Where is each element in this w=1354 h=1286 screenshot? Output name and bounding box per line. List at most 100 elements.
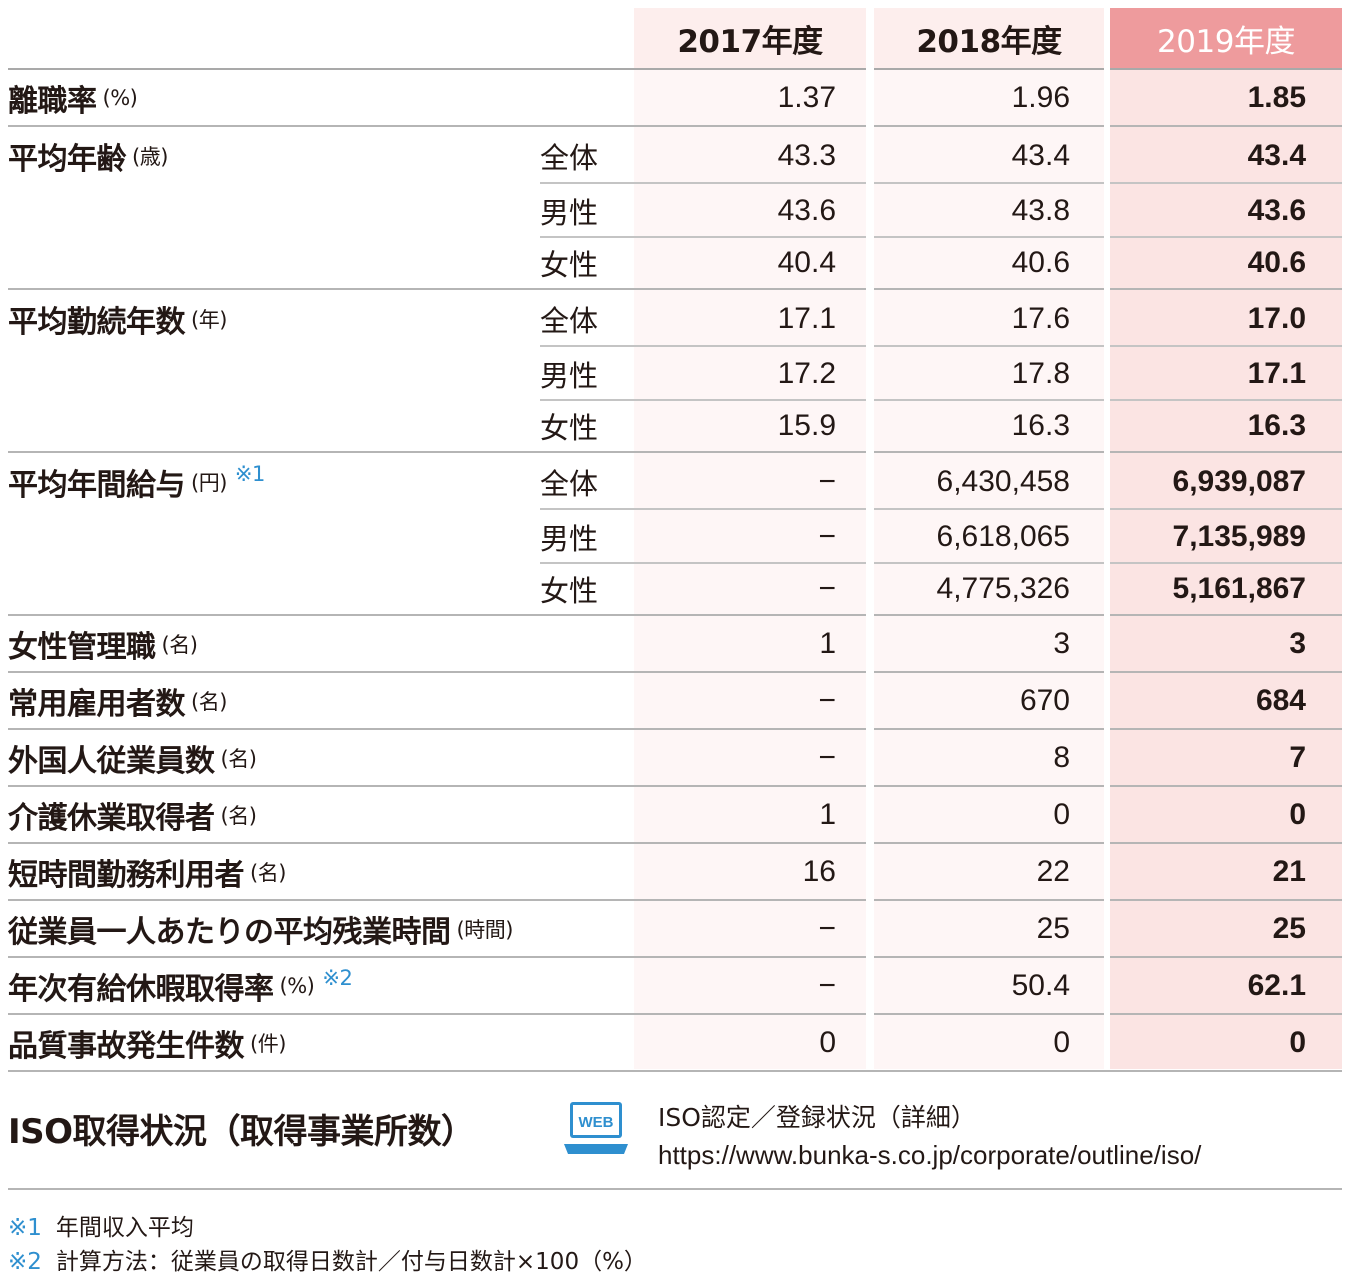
row-label-text: 外国人従業員数 bbox=[8, 743, 215, 779]
cell-2018: 670 bbox=[1019, 683, 1070, 717]
cell-2017: − bbox=[818, 740, 836, 774]
cell-2018: 25 bbox=[1036, 911, 1070, 945]
row-label: 平均年間給与 (円) ※1 bbox=[8, 453, 265, 510]
footnote-divider bbox=[8, 1188, 1342, 1190]
cell-2017: − bbox=[818, 911, 836, 945]
footnote-text: 年間収入平均 bbox=[55, 1215, 194, 1241]
table-row: 平均勤続年数 (年) 全体 17.1 17.6 17.0 bbox=[8, 290, 1342, 347]
cell-2019: 25 bbox=[1272, 911, 1306, 945]
footnote-2: ※2 計算方法：従業員の取得日数計／付与日数計×100（%） bbox=[8, 1242, 647, 1276]
row-unit: (名) bbox=[161, 632, 198, 657]
row-label-text: 年次有給休暇取得率 bbox=[8, 971, 274, 1007]
cell-2019: 5,161,867 bbox=[1172, 572, 1306, 605]
row-unit: (名) bbox=[250, 860, 286, 885]
cell-2018: 4,775,326 bbox=[936, 572, 1070, 605]
row-note-mark: ※2 bbox=[322, 965, 353, 990]
header-2019: 2019年度 bbox=[1110, 8, 1342, 68]
row-unit: (%) bbox=[102, 85, 138, 110]
cell-2017: 0 bbox=[819, 1025, 836, 1059]
cell-2017: 1 bbox=[819, 626, 836, 660]
cell-2018: 6,430,458 bbox=[936, 464, 1070, 498]
table-row: 短時間勤務利用者 (名) 16 22 21 bbox=[8, 844, 1342, 901]
sub-row-divider bbox=[540, 182, 1342, 184]
cell-2019: 7 bbox=[1289, 740, 1306, 774]
cell-2018: 0 bbox=[1053, 1025, 1070, 1059]
row-label: 平均年齢 (歳) bbox=[8, 127, 168, 184]
cell-2019: 21 bbox=[1272, 854, 1306, 888]
cell-2019: 0 bbox=[1289, 797, 1306, 831]
row-unit: (歳) bbox=[132, 144, 168, 169]
row-label-text: 平均年間給与 bbox=[8, 467, 186, 503]
row-label: 介護休業取得者 (名) bbox=[8, 787, 257, 842]
table-row: 女性 − 4,775,326 5,161,867 bbox=[8, 564, 1342, 616]
table-row: 従業員一人あたりの平均残業時間 (時間) − 25 25 bbox=[8, 901, 1342, 958]
cell-2018: 17.8 bbox=[1011, 357, 1070, 390]
row-label: 女性管理職 (名) bbox=[8, 616, 198, 671]
iso-url-link[interactable]: https://www.bunka-s.co.jp/corporate/outl… bbox=[658, 1140, 1202, 1170]
sub-label: 女性 bbox=[540, 248, 599, 282]
row-unit: (件) bbox=[250, 1031, 286, 1056]
cell-2017: − bbox=[818, 968, 836, 1002]
cell-2019: 40.6 bbox=[1247, 246, 1306, 279]
cell-2019: 62.1 bbox=[1247, 968, 1306, 1002]
sub-label: 全体 bbox=[540, 466, 599, 501]
row-label: 品質事故発生件数 (件) bbox=[8, 1015, 286, 1070]
sub-label: 男性 bbox=[540, 522, 599, 556]
cell-2017: − bbox=[818, 683, 836, 717]
cell-2017: 1.37 bbox=[777, 80, 836, 114]
row-label: 常用雇用者数 (名) bbox=[8, 673, 227, 728]
table-row: 介護休業取得者 (名) 1 0 0 bbox=[8, 787, 1342, 844]
cell-2018: 0 bbox=[1053, 797, 1070, 831]
cell-2017: 43.6 bbox=[777, 194, 836, 227]
sub-row-divider bbox=[540, 508, 1342, 510]
cell-2017: 17.1 bbox=[777, 301, 836, 335]
iso-title: ISO取得状況（取得事業所数） bbox=[8, 1112, 475, 1152]
sub-row-divider bbox=[540, 399, 1342, 401]
cell-2019: 17.1 bbox=[1247, 357, 1306, 390]
row-label-text: 従業員一人あたりの平均残業時間 bbox=[8, 914, 451, 950]
row-unit: (名) bbox=[220, 746, 257, 771]
table-row: 女性 15.9 16.3 16.3 bbox=[8, 401, 1342, 453]
cell-2018: 16.3 bbox=[1011, 409, 1070, 442]
table-row: 品質事故発生件数 (件) 0 0 0 bbox=[8, 1015, 1342, 1072]
sub-row-divider bbox=[540, 345, 1342, 347]
cell-2019: 16.3 bbox=[1247, 409, 1306, 442]
cell-2017: 43.3 bbox=[777, 138, 836, 172]
cell-2017: 17.2 bbox=[777, 357, 836, 390]
row-label-text: 品質事故発生件数 bbox=[8, 1028, 245, 1064]
cell-2018: 22 bbox=[1036, 854, 1070, 888]
cell-2017: − bbox=[818, 572, 836, 605]
cell-2018: 43.4 bbox=[1011, 138, 1070, 172]
table-row: 常用雇用者数 (名) − 670 684 bbox=[8, 673, 1342, 730]
sub-label: 男性 bbox=[540, 196, 599, 230]
table-row: 男性 43.6 43.8 43.6 bbox=[8, 184, 1342, 238]
row-unit: (年) bbox=[191, 307, 227, 332]
iso-caption: ISO認定／登録状況（詳細） bbox=[658, 1103, 976, 1132]
cell-2017: 16 bbox=[802, 854, 836, 888]
row-label-text: 平均年齢 bbox=[8, 141, 127, 177]
web-icon-label: WEB bbox=[579, 1114, 614, 1131]
header-divider bbox=[8, 68, 1342, 70]
row-label-text: 離職率 bbox=[8, 83, 97, 119]
footnote-mark: ※1 bbox=[8, 1215, 42, 1241]
row-label-text: 常用雇用者数 bbox=[8, 686, 186, 722]
table-row: 男性 17.2 17.8 17.1 bbox=[8, 347, 1342, 401]
row-label: 平均勤続年数 (年) bbox=[8, 290, 227, 347]
cell-2017: − bbox=[818, 520, 836, 553]
sub-row-divider bbox=[540, 236, 1342, 238]
cell-2018: 8 bbox=[1053, 740, 1070, 774]
cell-2017: − bbox=[818, 464, 836, 498]
sub-row-divider bbox=[540, 562, 1342, 564]
cell-2019: 0 bbox=[1289, 1025, 1306, 1059]
table-row: 外国人従業員数 (名) − 8 7 bbox=[8, 730, 1342, 787]
cell-2018: 1.96 bbox=[1011, 80, 1070, 114]
row-unit: (時間) bbox=[456, 917, 514, 942]
table-row: 平均年間給与 (円) ※1 全体 − 6,430,458 6,939,087 bbox=[8, 453, 1342, 510]
row-label-text: 平均勤続年数 bbox=[8, 304, 186, 340]
cell-2019: 7,135,989 bbox=[1172, 520, 1306, 553]
footnote-mark: ※2 bbox=[8, 1249, 42, 1275]
cell-2018: 50.4 bbox=[1011, 968, 1070, 1002]
row-unit: (円) bbox=[191, 470, 227, 495]
cell-2019: 43.4 bbox=[1247, 138, 1306, 172]
cell-2019: 17.0 bbox=[1247, 301, 1306, 335]
